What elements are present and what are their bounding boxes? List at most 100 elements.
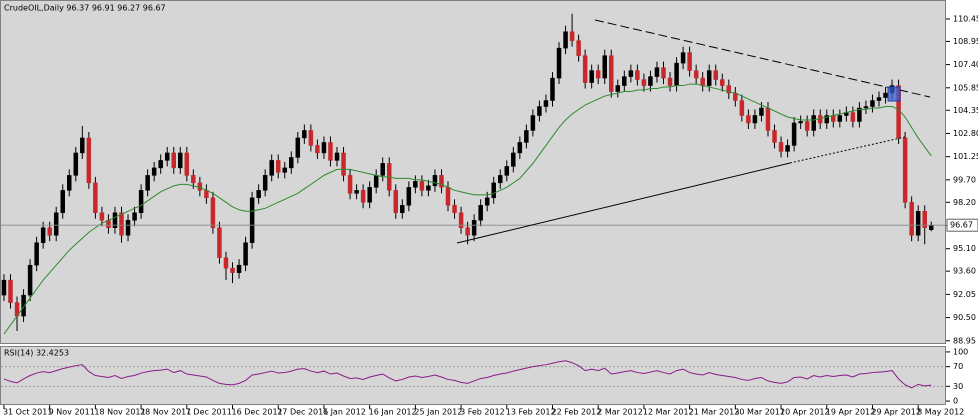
candle-body [752, 115, 758, 124]
candle-body [537, 106, 542, 116]
candle-body [720, 79, 725, 86]
y-tick-label: 102.80 [953, 129, 978, 138]
candle-body [400, 205, 405, 214]
candle-body [367, 187, 372, 203]
candle-body [34, 242, 39, 266]
candle-body [60, 190, 65, 214]
y-tick-label: 99.70 [953, 175, 976, 184]
candle-body [217, 227, 222, 258]
candle-body [406, 187, 412, 206]
x-tick-label: 6 Jan 2012 [323, 408, 366, 417]
x-tick-label: 13 Feb 2012 [506, 408, 556, 417]
candle-body [158, 160, 163, 169]
candle-body [563, 31, 568, 49]
candle-body [667, 77, 673, 86]
candle-body [132, 212, 137, 221]
x-tick-label: 21 Mar 2012 [689, 408, 740, 417]
candle-body [726, 85, 732, 94]
candle-body [262, 175, 268, 191]
x-tick-label: 8 May 2012 [917, 408, 964, 417]
candle-body [256, 190, 261, 199]
candle-body [243, 242, 248, 266]
current-price-label: 96.67 [950, 221, 973, 230]
candle-body [582, 55, 588, 83]
candle-body [8, 279, 13, 303]
x-tick-label: 12 Mar 2012 [643, 408, 694, 417]
candle-body [589, 70, 594, 83]
x-tick-label: 31 Oct 2011 [3, 408, 52, 417]
x-tick-label: 27 Dec 2011 [277, 408, 328, 417]
candle-body [328, 142, 333, 161]
candle-body [693, 70, 699, 79]
candle-body [641, 79, 647, 86]
candle-body [622, 76, 627, 86]
candle-body [439, 175, 444, 188]
candle-body [635, 70, 640, 80]
rsi-layer: 100 70 30 0 [1, 347, 968, 406]
main-layer: 110.45 108.95 107.40 105.85 104.35 102.80 101.… [1, 13, 978, 417]
candle-body [928, 224, 934, 230]
x-tick-label: 30 Mar 2012 [734, 408, 785, 417]
x-tick-label: 25 Jan 2012 [414, 408, 462, 417]
candle-body [504, 166, 510, 176]
candle-body [230, 267, 235, 273]
candle-body [471, 220, 477, 236]
candle-body [151, 167, 157, 176]
y-tick-label: 105.85 [953, 83, 978, 92]
candle-body [347, 175, 353, 194]
candle-body [80, 137, 85, 154]
candle-body [360, 190, 366, 203]
candle-body [419, 181, 425, 191]
candle-body [112, 212, 118, 229]
candle-body [870, 100, 875, 107]
candle-body [902, 137, 908, 203]
candle-body [269, 160, 274, 176]
y-tick-label: 110.45 [953, 14, 978, 23]
candle-body [315, 145, 320, 154]
y-tick-label: 92.05 [953, 290, 976, 299]
candle-body [778, 142, 784, 152]
candle-body [458, 212, 464, 229]
moving-average-line [3, 83, 932, 335]
y-tick-label: 107.40 [953, 60, 978, 69]
y-tick-label: 90.50 [953, 313, 976, 322]
trend-line [456, 162, 791, 244]
candle-body [791, 122, 797, 146]
candle-body [47, 227, 52, 236]
candle-body [184, 152, 190, 176]
candle-body [452, 205, 457, 214]
y-tick-label: 93.60 [953, 267, 976, 276]
candle-body [432, 175, 438, 187]
candle-body [687, 52, 692, 71]
candle-body [282, 167, 288, 173]
candle-body [171, 152, 176, 169]
candle-body [556, 47, 562, 79]
candle-body [191, 175, 196, 184]
candle-body [321, 142, 327, 154]
candle-body [811, 115, 816, 131]
candle-body [491, 182, 496, 199]
current-price-box [946, 218, 978, 232]
y-tick-label: 0 [953, 397, 958, 406]
candle-body [700, 77, 705, 86]
candle-body [863, 106, 869, 109]
candle-body [909, 202, 914, 236]
candle-body [850, 112, 856, 122]
candle-body [426, 185, 431, 191]
selection-marker [887, 86, 901, 102]
y-tick-label: 95.10 [953, 244, 976, 253]
candle-body [511, 152, 516, 167]
x-tick-label: 19 Apr 2012 [826, 408, 875, 417]
candle-body [178, 152, 183, 169]
candle-body [295, 137, 301, 158]
y-tick-label: 70 [953, 362, 963, 371]
candle-body [648, 76, 653, 86]
candle-body [67, 175, 72, 191]
x-tick-label: 9 Nov 2011 [49, 408, 95, 417]
chart-title: CrudeOIL,Daily 96.37 96.91 96.27 96.67 [4, 4, 166, 13]
x-tick-label: 16 Dec 2011 [232, 408, 283, 417]
y-tick-label: 108.95 [953, 37, 978, 46]
main-panel [0, 0, 946, 344]
y-tick-label: 101.25 [953, 152, 978, 161]
candle-body [445, 187, 451, 206]
